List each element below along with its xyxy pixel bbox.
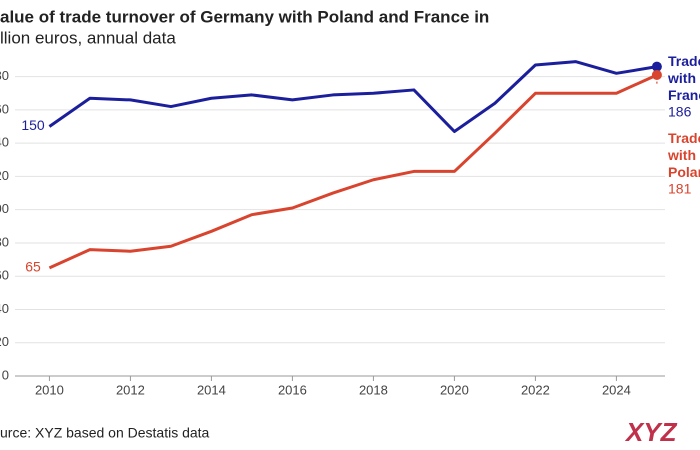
series-label-line: Poland bbox=[668, 164, 700, 180]
series-label-line: Trade bbox=[668, 53, 700, 69]
start-value-label: 65 bbox=[25, 259, 41, 275]
y-tick-label: 0 bbox=[2, 367, 9, 382]
x-tick-label: 2018 bbox=[359, 382, 388, 397]
chart-subtitle: llion euros, annual data bbox=[0, 28, 176, 47]
x-tick-label: 2020 bbox=[440, 382, 469, 397]
source: urce: XYZ based on Destatis data bbox=[0, 425, 210, 441]
end-point bbox=[651, 61, 662, 72]
y-tick-label: 40 bbox=[0, 301, 9, 316]
y-tick-label: 120 bbox=[0, 168, 9, 183]
end-point bbox=[651, 69, 662, 80]
y-tick-label: 180 bbox=[0, 68, 9, 83]
series-label-line: Trade bbox=[668, 130, 700, 146]
series-label: TradewithPoland bbox=[667, 130, 700, 180]
x-tick-label: 2016 bbox=[278, 382, 307, 397]
series-label-line: France bbox=[668, 87, 700, 103]
start-value-label: 150 bbox=[21, 117, 45, 133]
y-tick-label: 160 bbox=[0, 101, 9, 116]
series-label-line: with bbox=[667, 70, 696, 86]
end-value-label: 181 bbox=[668, 181, 692, 197]
end-value-label: 186 bbox=[668, 104, 692, 120]
series-label-line: with bbox=[667, 147, 696, 163]
y-tick-label: 100 bbox=[0, 201, 9, 216]
x-tick-label: 2010 bbox=[35, 382, 64, 397]
series-line bbox=[48, 73, 658, 270]
x-tick-label: 2024 bbox=[602, 382, 631, 397]
x-tick-label: 2012 bbox=[116, 382, 145, 397]
x-tick-label: 2014 bbox=[197, 382, 226, 397]
y-tick-label: 20 bbox=[0, 334, 9, 349]
series-line bbox=[48, 60, 658, 134]
series-label: TradewithFrance bbox=[667, 53, 700, 103]
y-tick-label: 140 bbox=[0, 135, 9, 150]
chart-title: alue of trade turnover of Germany with P… bbox=[0, 7, 489, 26]
y-tick-label: 80 bbox=[0, 234, 9, 249]
x-tick-label: 2022 bbox=[521, 382, 550, 397]
logo: XYZ bbox=[624, 417, 678, 447]
y-tick-label: 60 bbox=[0, 268, 9, 283]
